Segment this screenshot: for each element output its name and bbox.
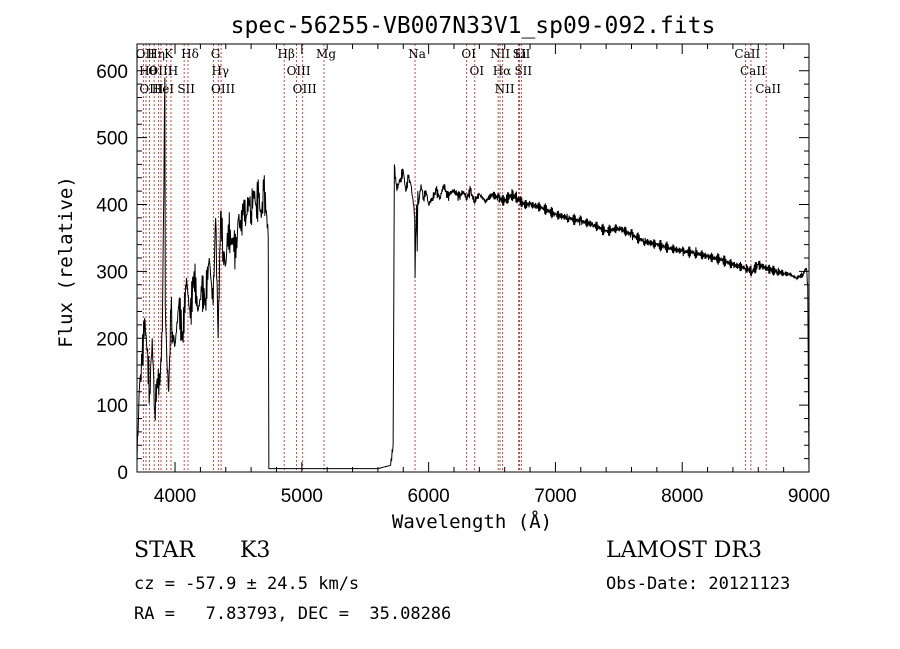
y-tick-label: 0: [117, 463, 128, 484]
marker-label-oiii: OIII: [148, 64, 172, 78]
object-class: STAR: [134, 538, 195, 563]
marker-label-g: G: [211, 47, 221, 61]
marker-label-h: H: [168, 64, 178, 78]
object-subclass: K3: [240, 538, 271, 563]
y-tick-label: 300: [96, 262, 128, 283]
y-axis-title: Flux (relative): [55, 176, 77, 348]
y-tick-label: 400: [96, 196, 128, 217]
marker-label-oi: OI: [469, 64, 484, 78]
marker-label-oiii: OIII: [287, 64, 311, 78]
marker-label-caii: CaII: [755, 82, 781, 96]
redshift-readout: cz = -57.9 ± 24.5 km/s: [134, 574, 360, 594]
marker-label-caii: CaII: [734, 47, 760, 61]
marker-label-hη: Hη: [147, 47, 165, 61]
marker-label-na: Na: [408, 47, 426, 61]
spectral-line-markers: [142, 44, 767, 472]
marker-label-hθ: Hθ: [139, 64, 157, 78]
marker-label-nii: NII: [495, 82, 515, 96]
marker-label-hei: HeI: [152, 82, 175, 96]
marker-label-nii: NII: [490, 47, 510, 61]
obs-date-readout: Obs-Date: 20121123: [606, 574, 791, 594]
marker-label-hβ: Hβ: [278, 47, 295, 61]
marker-label-oiii: OIII: [139, 82, 163, 96]
x-axis-title: Wavelength (Å): [392, 510, 552, 533]
marker-label-sii: SII: [177, 82, 195, 96]
y-tick-label: 600: [96, 62, 128, 83]
marker-label-sii: SII: [514, 64, 532, 78]
marker-label-hδ: Hδ: [181, 47, 199, 61]
marker-label-mg: Mg: [316, 47, 336, 61]
y-tick-label: 100: [96, 396, 128, 417]
x-axis-ticks: 4000 5000 6000 7000 8000 9000: [154, 44, 830, 507]
marker-label-li: Li: [514, 47, 526, 61]
x-tick-label: 6000: [407, 486, 449, 507]
chart-title: spec-56255-VB007N33V1_sp09-092.fits: [231, 13, 716, 39]
x-tick-label: 8000: [661, 486, 703, 507]
y-tick-label: 500: [96, 129, 128, 150]
spectrum-line: [136, 77, 810, 473]
marker-label-hγ: Hγ: [211, 64, 229, 78]
marker-label-k: K: [164, 47, 174, 61]
coordinates-readout: RA = 7.83793, DEC = 35.08286: [134, 604, 452, 624]
marker-label-oiii: OIII: [211, 82, 235, 96]
marker-label-hα: Hα: [493, 64, 512, 78]
y-tick-label: 200: [96, 329, 128, 350]
survey-name: LAMOST DR3: [606, 538, 762, 563]
x-tick-label: 9000: [788, 486, 830, 507]
marker-label-caii: CaII: [740, 64, 766, 78]
x-tick-label: 4000: [154, 486, 196, 507]
marker-label-oiii: OIII: [293, 82, 317, 96]
marker-label-oi: OI: [461, 47, 476, 61]
spectrum-series: [136, 77, 810, 473]
x-tick-label: 7000: [534, 486, 576, 507]
y-axis-ticks: 0 100 200 300 400 500 600: [96, 43, 809, 484]
x-tick-label: 5000: [281, 486, 323, 507]
marker-label-sii: SII: [513, 47, 531, 61]
